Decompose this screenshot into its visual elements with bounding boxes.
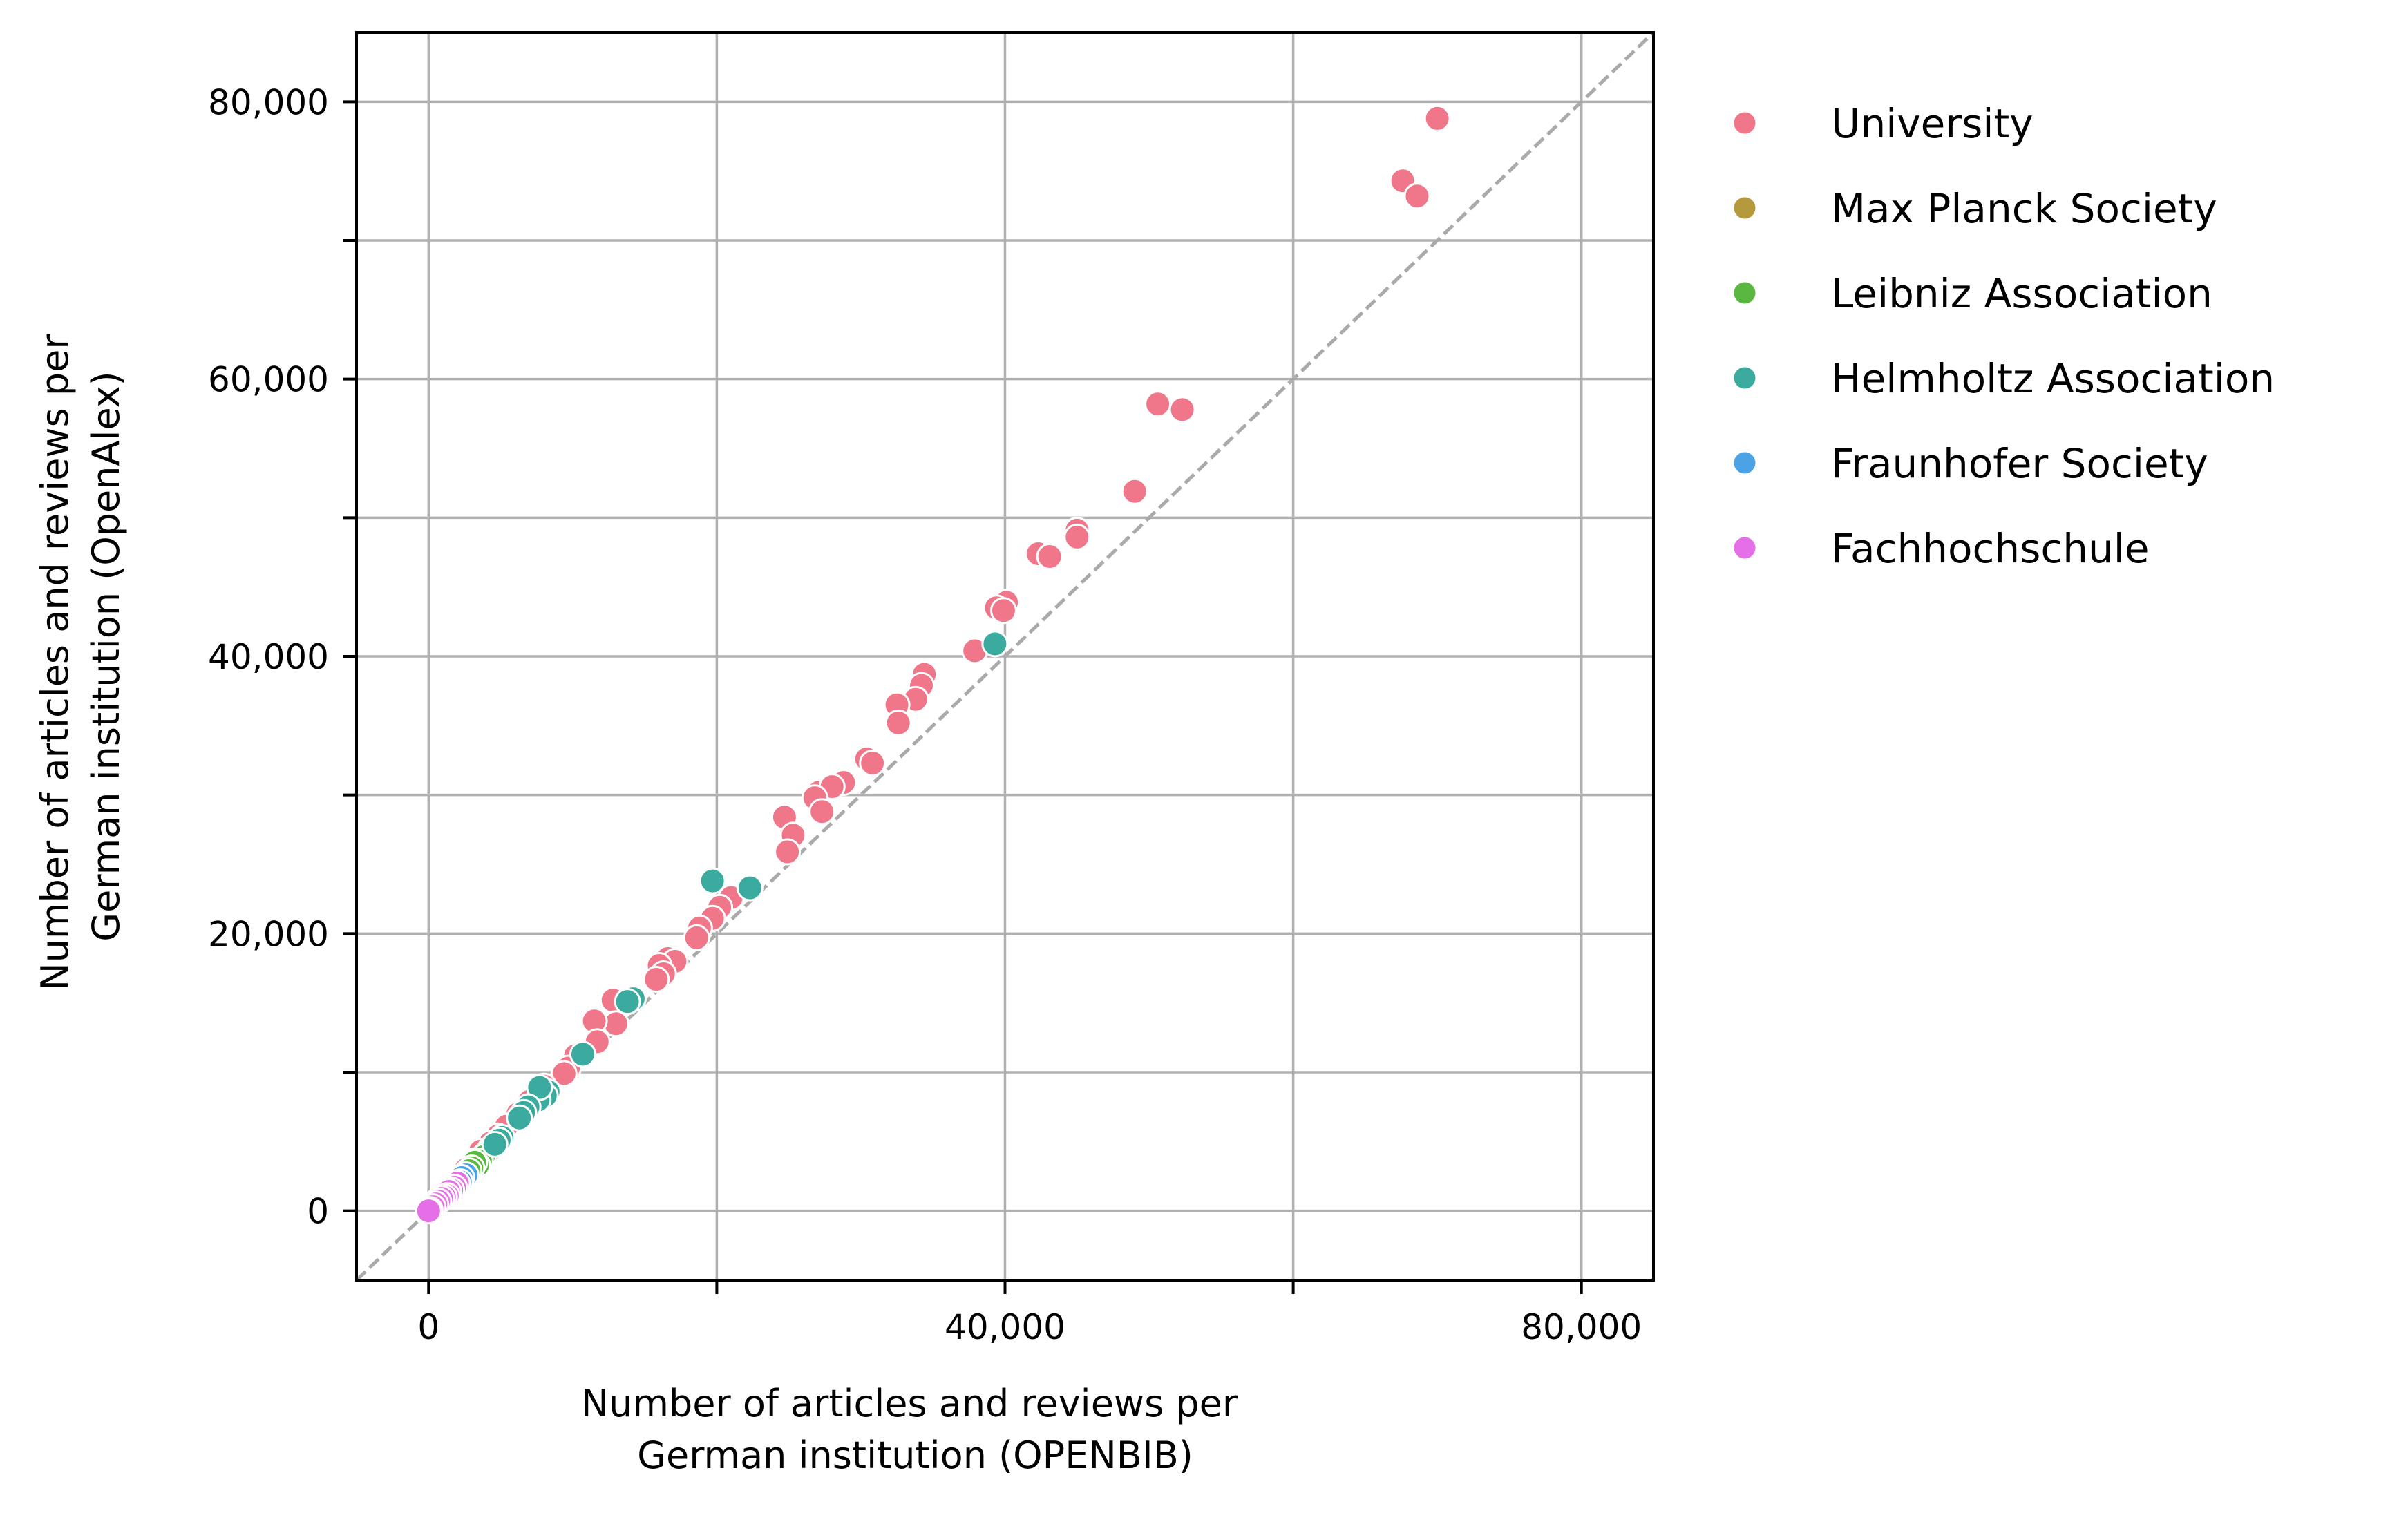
x-tick-label: 0	[417, 1307, 439, 1347]
legend-label: Fraunhofer Society	[1831, 440, 2208, 487]
legend: University Max Planck Society Leibniz Asso…	[1732, 100, 2275, 572]
x-axis-label: Number of articles and reviews per Germa…	[581, 1382, 1250, 1477]
legend-label: Helmholtz Association	[1831, 355, 2275, 402]
legend-marker	[1732, 365, 1758, 391]
point-university	[1168, 396, 1196, 424]
legend-label: Max Planck Society	[1831, 185, 2217, 232]
reference-diagonal-line	[355, 31, 1655, 1282]
x-axis-label-line-2: German institution (OPENBIB)	[637, 1434, 1193, 1477]
x-tick-label: 80,000	[1521, 1307, 1642, 1347]
point-fachhochschule	[415, 1197, 442, 1225]
point-university	[884, 709, 912, 736]
point-university	[643, 966, 670, 993]
point-university	[550, 1060, 578, 1087]
point-university	[1144, 390, 1172, 418]
point-university	[1403, 182, 1431, 210]
y-axis-label: Number of articles and reviews per Germa…	[33, 322, 128, 991]
point-helmholtz-association	[614, 988, 641, 1016]
point-university	[808, 798, 836, 826]
y-tick-label: 0	[307, 1192, 329, 1232]
y-tick-label: 40,000	[208, 637, 329, 677]
legend-marker	[1732, 535, 1758, 561]
legend-label: Fachhochschule	[1831, 525, 2150, 572]
point-university	[1063, 523, 1091, 551]
point-university	[1036, 543, 1063, 571]
point-helmholtz-association	[481, 1130, 509, 1158]
x-axis-ticks: 0 40,000 80,000	[417, 1280, 1642, 1347]
legend-label: University	[1831, 100, 2033, 147]
legend-marker	[1732, 450, 1758, 476]
legend-label: Leibniz Association	[1831, 270, 2212, 317]
point-helmholtz-association	[569, 1040, 596, 1068]
point-helmholtz-association	[699, 867, 726, 895]
legend-marker	[1732, 280, 1758, 306]
y-axis-label-line-1: Number of articles and reviews per	[33, 334, 77, 991]
y-tick-label: 20,000	[208, 914, 329, 954]
point-university	[683, 924, 710, 951]
data-points	[415, 104, 1451, 1225]
y-axis-label-line-2: German institution (OpenAlex)	[84, 371, 128, 941]
point-university	[1121, 477, 1148, 505]
y-axis-ticks: 0 20,000 40,000 60,000 80,000	[208, 82, 357, 1232]
point-university	[859, 750, 887, 777]
legend-marker	[1732, 195, 1758, 221]
x-axis-label-line-1: Number of articles and reviews per	[581, 1382, 1238, 1425]
point-university	[774, 838, 802, 866]
point-helmholtz-association	[506, 1104, 533, 1132]
point-university	[989, 597, 1017, 625]
point-helmholtz-association	[736, 874, 764, 902]
y-tick-label: 80,000	[208, 82, 329, 122]
x-tick-label: 40,000	[945, 1307, 1065, 1347]
y-tick-label: 60,000	[208, 360, 329, 400]
legend-marker	[1732, 110, 1758, 136]
point-university	[1423, 104, 1451, 132]
point-helmholtz-association	[981, 630, 1009, 658]
